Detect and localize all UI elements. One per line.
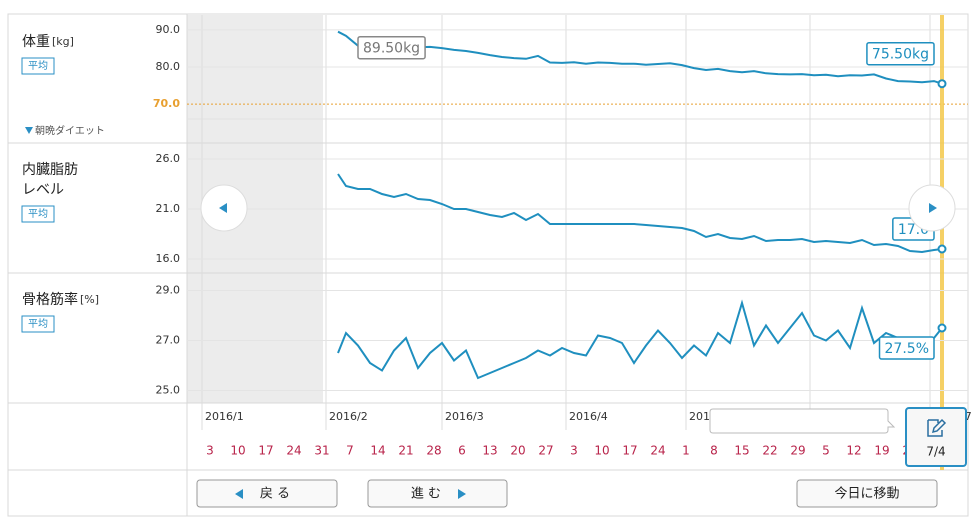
day-label: 3 [206, 444, 214, 458]
value-callout: 75.50kg [872, 47, 929, 63]
day-label: 15 [734, 444, 749, 458]
y-tick-label: 90.0 [156, 23, 181, 36]
month-label: 2016/1 [205, 410, 244, 423]
day-label: 12 [846, 444, 861, 458]
day-label: 10 [594, 444, 609, 458]
latest-point [937, 323, 947, 333]
day-label: 27 [538, 444, 553, 458]
y-tick-label: 26.0 [156, 152, 181, 165]
today-line [940, 15, 944, 470]
day-label: 19 [874, 444, 889, 458]
month-label: 2016/4 [569, 410, 608, 423]
today-label[interactable]: 7/4 [926, 445, 945, 459]
value-callout-box [357, 35, 426, 60]
day-label: 8 [710, 444, 718, 458]
y-tick-label: 70.0 [153, 97, 180, 110]
day-label: 21 [398, 444, 413, 458]
forward-button-label[interactable]: 進 む [411, 487, 441, 502]
back-button-label[interactable]: 戻 る [260, 487, 290, 502]
metric-title: 内臓脂肪 [22, 162, 78, 178]
data-line [337, 30, 943, 85]
day-label: 28 [426, 444, 441, 458]
day-label: 22 [762, 444, 777, 458]
day-label: 17 [622, 444, 637, 458]
note-popup [709, 408, 896, 434]
data-line [337, 299, 943, 380]
day-label: 3 [570, 444, 578, 458]
latest-point [937, 244, 947, 254]
day-label: 10 [230, 444, 245, 458]
value-callout-box [866, 41, 935, 66]
arrow-icon[interactable] [219, 203, 227, 213]
value-callout: 27.5% [885, 341, 929, 357]
y-tick-label: 27.0 [156, 334, 181, 347]
y-tick-label: 29.0 [156, 284, 181, 297]
today-button[interactable] [796, 479, 938, 508]
dropdown-arrow[interactable] [25, 127, 33, 134]
day-label: 6 [458, 444, 466, 458]
frame [7, 13, 969, 517]
y-tick-label: 21.0 [156, 202, 181, 215]
edit-icon[interactable] [927, 418, 947, 437]
latest-point [937, 79, 947, 89]
month-label: 2016/3 [445, 410, 484, 423]
average-button-label[interactable]: 平均 [28, 60, 48, 72]
value-callout-box [878, 336, 935, 360]
value-callout: 89.50kg [363, 41, 420, 57]
back-arrow[interactable] [235, 489, 243, 499]
day-label: 24 [650, 444, 665, 458]
y-tick-label: 16.0 [156, 252, 181, 265]
average-button-label[interactable]: 平均 [28, 208, 48, 220]
average-button-label[interactable]: 平均 [28, 318, 48, 330]
back-button[interactable] [196, 479, 338, 508]
metric-title: 体重 [22, 34, 50, 50]
day-label: 31 [314, 444, 329, 458]
forward-button[interactable] [367, 479, 508, 508]
plan-name[interactable]: 朝晩ダイエット [35, 124, 105, 137]
y-tick-label: 80.0 [156, 60, 181, 73]
metric-unit: [%] [80, 293, 99, 306]
data-line [337, 173, 943, 254]
month-label: 2016/2 [329, 410, 368, 423]
forward-arrow[interactable] [458, 489, 466, 499]
day-label: 24 [286, 444, 301, 458]
day-label: 17 [258, 444, 273, 458]
edit-button[interactable] [905, 407, 967, 467]
day-label: 20 [510, 444, 525, 458]
arrow-icon[interactable] [929, 203, 937, 213]
day-label: 5 [822, 444, 830, 458]
metric-title: レベル [22, 182, 64, 198]
day-label: 7 [346, 444, 354, 458]
day-label: 14 [370, 444, 385, 458]
average-button[interactable] [21, 315, 55, 333]
metric-title: 骨格筋率 [22, 291, 78, 308]
average-button[interactable] [21, 57, 55, 75]
metric-unit: [kg] [52, 35, 74, 48]
y-tick-label: 25.0 [156, 384, 181, 397]
average-button[interactable] [21, 205, 55, 223]
day-label: 1 [682, 444, 690, 458]
day-label: 13 [482, 444, 497, 458]
today-button-label[interactable]: 今日に移動 [834, 486, 899, 502]
day-label: 29 [790, 444, 805, 458]
